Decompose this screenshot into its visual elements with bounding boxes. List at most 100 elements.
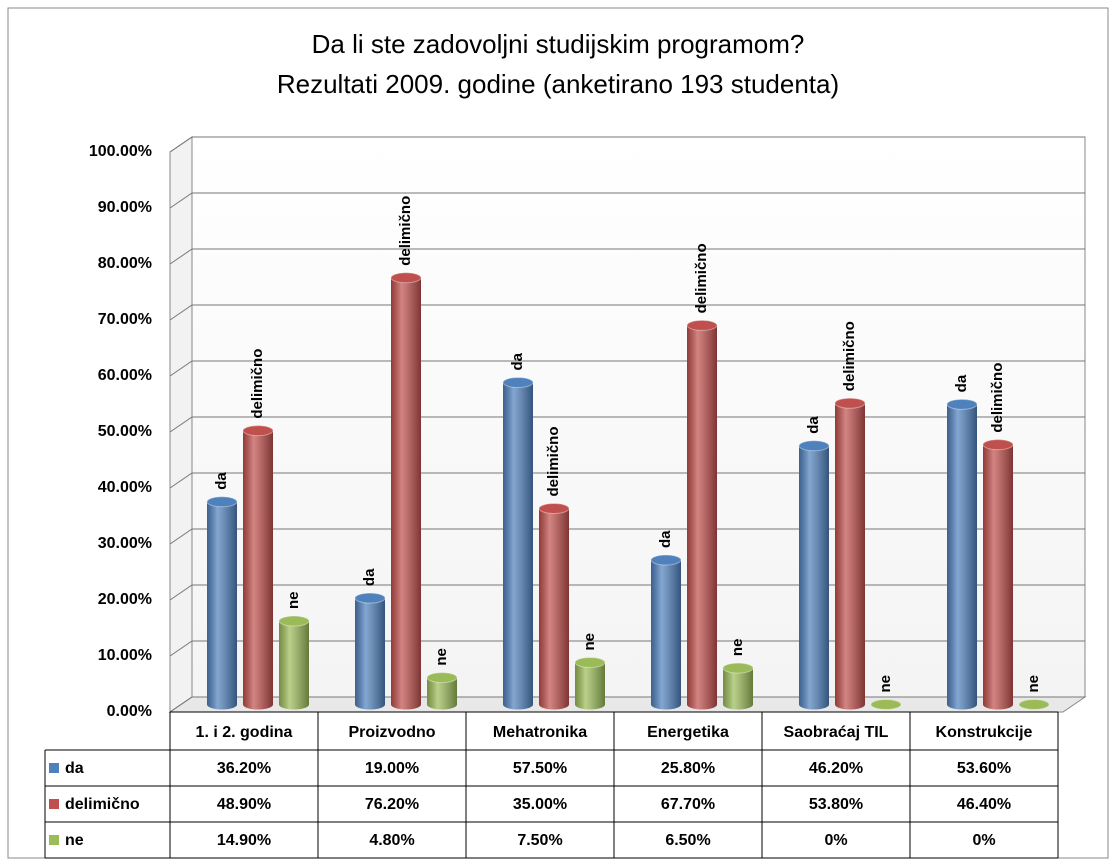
cylinder-shade [651, 555, 681, 710]
y-tick-label: 90.00% [98, 199, 152, 216]
chart-subtitle: Rezultati 2009. godine (anketirano 193 s… [277, 69, 839, 99]
bar-label: delimično [693, 243, 710, 313]
legend-label: delimično [65, 796, 140, 813]
bar-label: delimično [989, 363, 1006, 433]
table-value: 53.60% [957, 760, 1011, 777]
table-value: 19.00% [365, 760, 419, 777]
table-value: 4.80% [369, 832, 414, 849]
grid-line [169, 192, 1085, 209]
cylinder-shade [723, 663, 753, 710]
legend-label: ne [65, 832, 84, 849]
x-tick-label: 1. i 2. godina [196, 724, 293, 741]
cylinder-top [538, 503, 570, 514]
table-value: 53.80% [809, 796, 863, 813]
legend-swatch [49, 835, 59, 845]
x-tick-label: Energetika [647, 724, 729, 741]
bar-label: da [805, 416, 822, 434]
x-tick-label: Proizvodno [348, 724, 435, 741]
bar-label: ne [285, 592, 302, 610]
cylinder-shade [355, 593, 385, 710]
cylinder-top [242, 425, 274, 437]
table-value: 0% [824, 832, 847, 849]
y-tick-label: 100.00% [89, 143, 152, 160]
table-value: 35.00% [513, 796, 567, 813]
table-value: 14.90% [217, 832, 271, 849]
table-value: 46.40% [957, 796, 1011, 813]
y-tick-label: 80.00% [98, 255, 152, 272]
bar-label: da [657, 530, 674, 548]
grid-line [169, 360, 1085, 377]
table-value: 6.50% [665, 832, 710, 849]
cylinder-shade [391, 272, 421, 710]
grid-line [169, 640, 1085, 657]
cylinder-shade [799, 440, 829, 710]
grid-line [169, 248, 1085, 265]
cylinder-top [686, 319, 718, 331]
x-tick-label: Saobraćaj TIL [784, 724, 889, 741]
y-tick-label: 30.00% [98, 535, 152, 552]
bar-label: delimično [249, 349, 266, 419]
cylinder-top [722, 662, 754, 674]
bar-label: da [213, 472, 230, 490]
y-tick-label: 50.00% [98, 423, 152, 440]
cylinder-top [426, 672, 458, 684]
table-value: 67.70% [661, 796, 715, 813]
bar-label: delimično [841, 321, 858, 391]
y-tick-label: 70.00% [98, 311, 152, 328]
bar-label: ne [729, 639, 746, 657]
bar-label: delimično [397, 196, 414, 266]
bar-label: ne [877, 675, 894, 693]
grid-line [169, 304, 1085, 321]
cylinder-top [870, 699, 902, 710]
cylinder-top [574, 657, 606, 668]
cylinder-top [502, 377, 534, 388]
cylinder-shade [243, 425, 273, 710]
cylinder-top [982, 439, 1014, 451]
cylinder-shade [983, 439, 1013, 710]
bar-label: da [953, 374, 970, 392]
cylinder-shade [947, 399, 977, 710]
bar-label: delimično [545, 426, 562, 496]
bar-label: da [361, 568, 378, 586]
table-value: 25.80% [661, 760, 715, 777]
y-tick-label: 0.00% [107, 703, 152, 720]
cylinder-top [278, 615, 310, 627]
cylinder-shade [575, 657, 605, 710]
grid-line [169, 416, 1085, 433]
bar-label: ne [433, 648, 450, 666]
cylinder-shade [687, 320, 717, 710]
x-tick-label: Mehatronika [493, 724, 587, 741]
cylinder-top [946, 398, 978, 410]
y-tick-label: 40.00% [98, 479, 152, 496]
table-value: 36.20% [217, 760, 271, 777]
cylinder-top [798, 440, 830, 452]
table-value: 0% [972, 832, 995, 849]
cylinder-shade [279, 616, 309, 710]
grid-line [169, 584, 1085, 601]
cylinder-top [206, 496, 238, 508]
cylinder-shade [207, 496, 237, 710]
cylinder-shade [835, 398, 865, 710]
table-value: 48.90% [217, 796, 271, 813]
y-tick-label: 60.00% [98, 367, 152, 384]
grid-line [169, 528, 1085, 545]
cylinder-top [834, 397, 866, 409]
table-value: 46.20% [809, 760, 863, 777]
bar-label: da [509, 352, 526, 370]
grid-line [169, 696, 1085, 713]
table-value: 7.50% [517, 832, 562, 849]
bar-label: ne [581, 633, 598, 651]
legend-label: da [65, 760, 84, 777]
grid-line [169, 136, 1085, 153]
cylinder-top [1018, 699, 1050, 710]
cylinder-top [354, 592, 386, 604]
cylinder-top [650, 554, 682, 566]
cylinder-shade [503, 377, 533, 710]
grid-line [169, 472, 1085, 489]
y-tick-label: 20.00% [98, 591, 152, 608]
table-value: 57.50% [513, 760, 567, 777]
x-tick-label: Konstrukcije [936, 724, 1033, 741]
cylinder-top [390, 272, 422, 284]
table-value: 76.20% [365, 796, 419, 813]
